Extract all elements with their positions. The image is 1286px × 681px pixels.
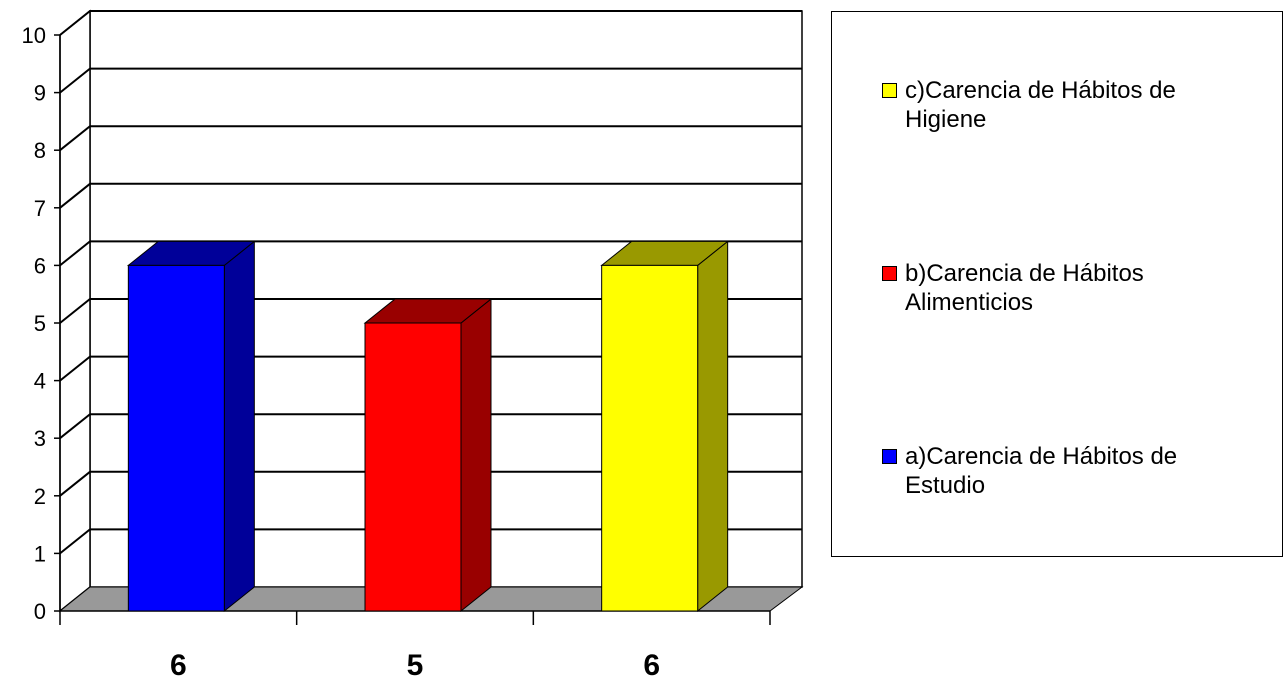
- legend-swatch-b: [882, 266, 897, 281]
- legend-swatch-a: [882, 449, 897, 464]
- x-tick-labels: 6 5 6: [170, 649, 660, 681]
- x-category-label: 6: [643, 649, 660, 681]
- legend-item-c: c)Carencia de Hábitos de Higiene: [882, 76, 1262, 134]
- gridline: [59, 470, 802, 497]
- y-tick-label: 10: [22, 23, 46, 48]
- bar-front: [127, 264, 225, 612]
- y-tick-label: 6: [34, 253, 46, 278]
- bar-front: [601, 264, 699, 612]
- bar-side: [460, 297, 492, 613]
- legend-label-a: a)Carencia de Hábitos de Estudio: [905, 443, 1178, 499]
- x-category-label: 5: [407, 649, 424, 681]
- gridlines: [59, 10, 802, 555]
- y-tick-labels: 0 1 2 3 4 5 6 7 8 9 10: [22, 23, 46, 624]
- bar: [126, 240, 256, 613]
- gridline: [59, 10, 802, 36]
- legend: c)Carencia de Hábitos de Higiene b)Caren…: [831, 11, 1283, 557]
- y-tick-label: 8: [34, 138, 46, 163]
- gridline: [59, 182, 802, 209]
- x-category-label: 6: [170, 649, 187, 681]
- bar-chart: 0 1 2 3 4 5 6 7 8 9 10 6 5 6: [22, 9, 804, 681]
- gridline: [59, 240, 802, 267]
- y-tick-label: 7: [34, 196, 46, 221]
- bar-side: [697, 240, 729, 613]
- gridline: [59, 125, 802, 151]
- gridline: [59, 355, 802, 382]
- y-tick-label: 4: [34, 369, 46, 394]
- gridline: [59, 67, 802, 94]
- gridline: [59, 528, 802, 555]
- gridline: [59, 298, 802, 324]
- y-tick-label: 0: [34, 599, 46, 624]
- legend-label-c: c)Carencia de Hábitos de Higiene: [905, 77, 1176, 133]
- legend-item-b: b)Carencia de Hábitos Alimenticios: [882, 259, 1262, 317]
- legend-item-a: a)Carencia de Hábitos de Estudio: [882, 442, 1262, 500]
- y-tick-label: 2: [34, 484, 46, 509]
- bar-side: [223, 240, 255, 613]
- legend-swatch-c: [882, 83, 897, 98]
- y-tick-label: 5: [34, 311, 46, 336]
- bar: [363, 297, 493, 613]
- y-tick-label: 3: [34, 426, 46, 451]
- y-tick-label: 1: [34, 541, 46, 566]
- gridline: [59, 413, 802, 439]
- y-tick-label: 9: [34, 81, 46, 106]
- bar: [600, 240, 730, 613]
- legend-label-b: b)Carencia de Hábitos Alimenticios: [905, 260, 1144, 316]
- bar-front: [364, 322, 462, 612]
- bars: [126, 240, 730, 613]
